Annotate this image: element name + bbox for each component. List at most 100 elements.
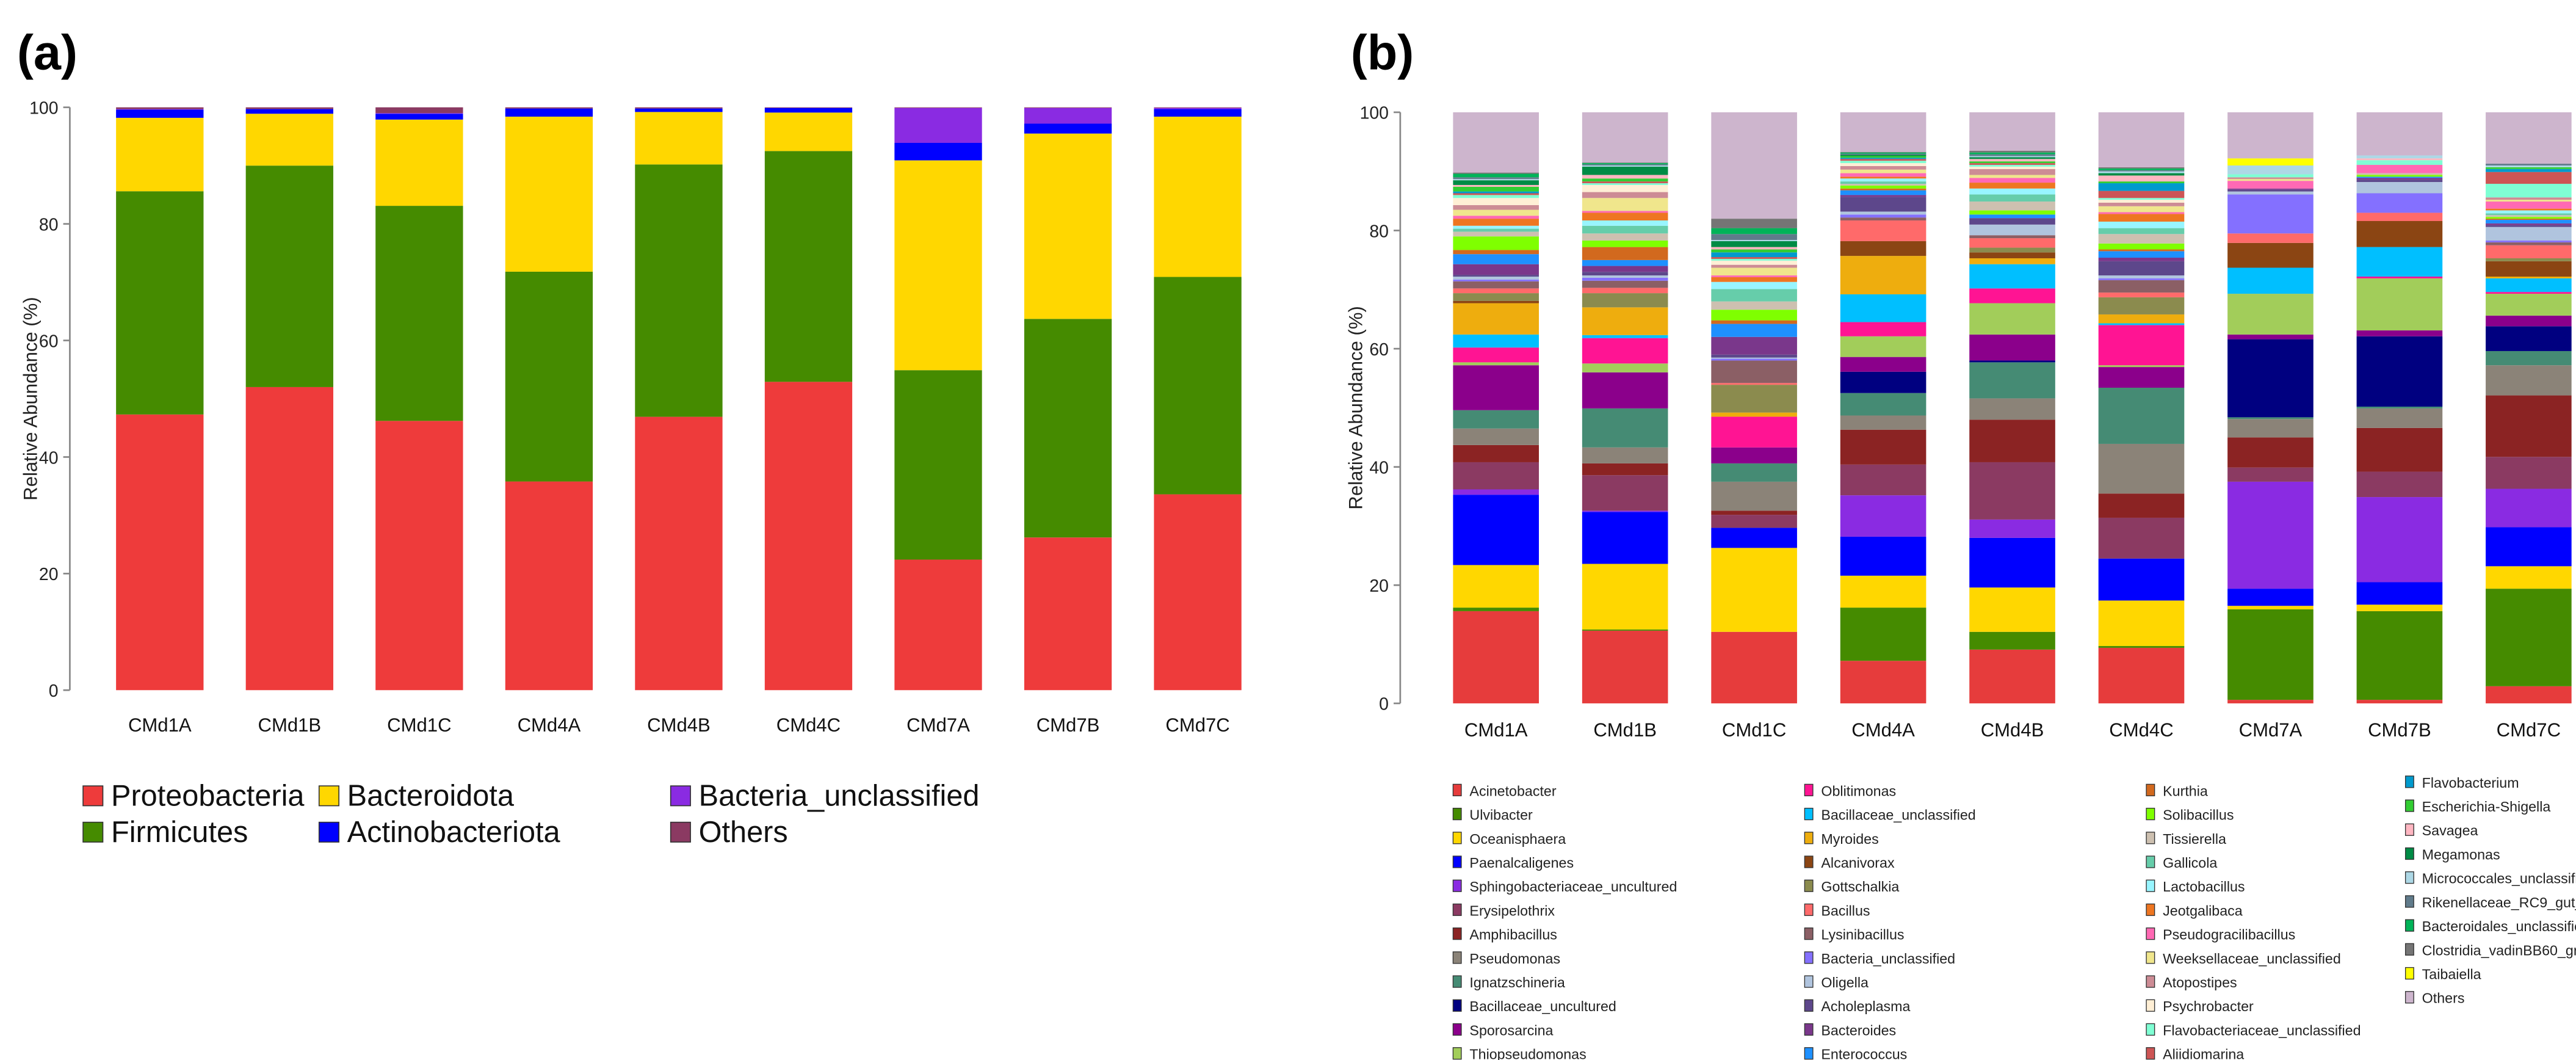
bar-segment-Oblitimonas — [1711, 416, 1797, 448]
bar-segment-Alcanivorax — [1969, 252, 2055, 258]
bar-segment-Bacillus — [2098, 292, 2185, 297]
bar-segment-Amphibacillus — [1453, 445, 1539, 462]
legend-label: Lysinibacillus — [1821, 927, 1904, 943]
bar-segment-Micrococcales_unclassified — [1582, 165, 1668, 167]
bar-segment-Myroides — [1453, 303, 1539, 335]
bar-segment-Oligella — [1840, 211, 1927, 215]
bar-segment-Acholeplasma — [1840, 197, 1927, 212]
legend-label: Tissierella — [2163, 831, 2226, 847]
legend-label: Bacteroidota — [347, 780, 515, 813]
bar-segment-Bacillaceae_uncultured — [1969, 360, 2055, 363]
bar-segment-Gallicola — [1453, 228, 1539, 232]
legend-label: Others — [699, 816, 788, 849]
legend-label: Megamonas — [2422, 846, 2500, 862]
bar-segment-Pseudogracilibacillus — [1969, 178, 2055, 183]
bar-segment-Firmicutes — [245, 165, 333, 387]
bar-segment-Aliidiomarina — [2486, 172, 2572, 184]
bar-segment-Gallicola — [2098, 228, 2185, 234]
bar-segment-Myroides — [1969, 258, 2055, 264]
legend-item-Acholeplasma: Acholeplasma — [1804, 998, 1911, 1014]
bar-segment-Oceanisphaera — [1969, 587, 2055, 632]
legend-item-Bacteroides: Bacteroides — [1804, 1022, 1896, 1038]
bar-segment-Enterococcus — [1582, 260, 1668, 266]
bar-segment-Paenalcaligenes — [2356, 582, 2443, 605]
legend-swatch — [82, 785, 104, 807]
bar-segment-Megamonas — [1582, 166, 1668, 175]
bar-segment-Bacillus — [2356, 212, 2443, 221]
bar-CMd4B — [1969, 112, 2055, 703]
bar-CMd7C — [2486, 112, 2572, 703]
legend-label: Amphibacillus — [1469, 927, 1557, 943]
bar-segment-Paenalcaligenes — [2098, 558, 2185, 601]
legend-swatch — [2404, 919, 2414, 932]
bar-segment-Sporosarcina — [1453, 365, 1539, 410]
bar-segment-Weeksellaceae_unclassified — [2098, 206, 2185, 212]
x-tick-label: CMd7C — [1165, 714, 1229, 736]
legend-label: Paenalcaligenes — [1469, 855, 1574, 871]
bar-segment-Lysinibacillus — [1840, 217, 1927, 221]
bar-segment-Enterococcus — [2356, 176, 2443, 178]
bar-segment-Thiopseudomonas — [2227, 294, 2314, 335]
legend-label: Flavobacteriaceae_unclassified — [2163, 1022, 2361, 1038]
bar-segment-Proteobacteria — [635, 416, 723, 691]
legend-item-Others: Others — [670, 816, 788, 849]
y-tick-label: 80 — [39, 215, 59, 234]
bar-segment-Micrococcales_unclassified — [2098, 171, 2185, 173]
bar-segment-Pseudogracilibacillus — [2098, 212, 2185, 214]
bar-segment-Savagea — [2356, 158, 2443, 161]
bar-segment-Megamonas — [2098, 173, 2185, 176]
bar-segment-Oceanisphaera — [1453, 565, 1539, 608]
bar-segment-Weeksellaceae_unclassified — [1711, 267, 1797, 276]
bar-segment-Gottschalkia — [1711, 385, 1797, 413]
bar-segment-Escherichia-Shigella — [1969, 161, 2055, 164]
legend-label: Escherichia-Shigella — [2422, 799, 2551, 815]
legend-swatch — [670, 785, 691, 807]
legend-label: Bacillaceae_uncultured — [1469, 998, 1616, 1014]
bar-segment-Bacteroidota — [764, 112, 853, 151]
bar-segment-Bacteroidota — [245, 114, 333, 166]
bar-segment-Bacillaceae_uncultured — [2486, 326, 2572, 351]
legend-label: Solibacillus — [2163, 807, 2234, 823]
legend-label: Bacteroides — [1821, 1022, 1896, 1038]
legend-swatch — [1452, 999, 1462, 1012]
bar-segment-Aliidiomarina — [1453, 193, 1539, 195]
bar-segment-Oblitimonas — [1582, 338, 1668, 364]
y-tick-label: 0 — [49, 681, 59, 701]
bar-segment-Pseudomonas — [1582, 447, 1668, 463]
bar-segment-Actinobacteriota — [505, 108, 593, 117]
bar-segment-Clostridia_vadinBB60_group_norank — [1840, 151, 1927, 153]
bar-segment-Sporosarcina — [2098, 367, 2185, 388]
legend-item-Weeksellaceae_unclassified: Weeksellaceae_unclassified — [2146, 951, 2341, 967]
bar-segment-Actinobacteriota — [894, 142, 982, 161]
legend-swatch — [1452, 903, 1462, 917]
bar-segment-Firmicutes — [1154, 277, 1242, 495]
legend-label: Aliidiomarina — [2163, 1047, 2244, 1060]
bar-segment-Aliidiomarina — [1840, 159, 1927, 161]
bar-segment-Ulvibacter — [2486, 589, 2572, 686]
bar-segment-Acholeplasma — [2227, 189, 2314, 192]
bar-segment-Oligella — [2356, 182, 2443, 194]
bar-segment-Jeotgalibaca — [1582, 212, 1668, 221]
bar-segment-Paenalcaligenes — [1969, 537, 2055, 588]
bar-segment-Flavobacteriaceae_unclassified — [2227, 174, 2314, 178]
bar-segment-Lactobacillus — [1840, 178, 1927, 182]
bar-segment-Others — [245, 107, 333, 109]
bar-segment-Kurthia — [2098, 249, 2185, 252]
bar-segment-Solibacillus — [1453, 236, 1539, 250]
bar-segment-Lactobacillus — [1711, 281, 1797, 289]
bar-CMd7A — [894, 107, 982, 691]
legend-swatch — [318, 785, 339, 807]
bar-segment-Amphibacillus — [2098, 493, 2185, 518]
bar-segment-Weeksellaceae_unclassified — [2227, 179, 2314, 181]
bar-segment-Rikenellaceae_RC9_gut_group — [1969, 154, 2055, 156]
bar-segment-Paenalcaligenes — [1711, 528, 1797, 548]
legend-label: Bacillaceae_unclassified — [1821, 807, 1975, 823]
x-tick-label: CMd1C — [1722, 719, 1786, 741]
bar-CMd1C — [1711, 112, 1797, 703]
y-axis-label: Relative Abundance (%) — [1345, 306, 1367, 509]
x-tick-label: CMd4B — [647, 714, 711, 736]
bar-segment-Acholeplasma — [1711, 354, 1797, 358]
bar-segment-Alcanivorax — [2486, 261, 2572, 277]
bar-segment-Others — [1711, 112, 1797, 219]
